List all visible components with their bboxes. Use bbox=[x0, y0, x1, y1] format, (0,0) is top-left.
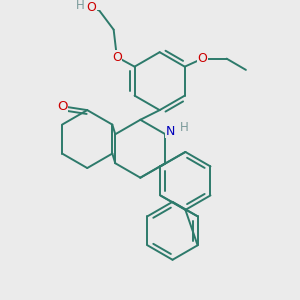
Text: O: O bbox=[57, 100, 68, 113]
Text: O: O bbox=[112, 50, 122, 64]
Text: H: H bbox=[76, 0, 84, 12]
Text: N: N bbox=[166, 124, 175, 137]
Text: H: H bbox=[180, 121, 189, 134]
Text: O: O bbox=[197, 52, 207, 65]
Text: O: O bbox=[86, 1, 96, 13]
